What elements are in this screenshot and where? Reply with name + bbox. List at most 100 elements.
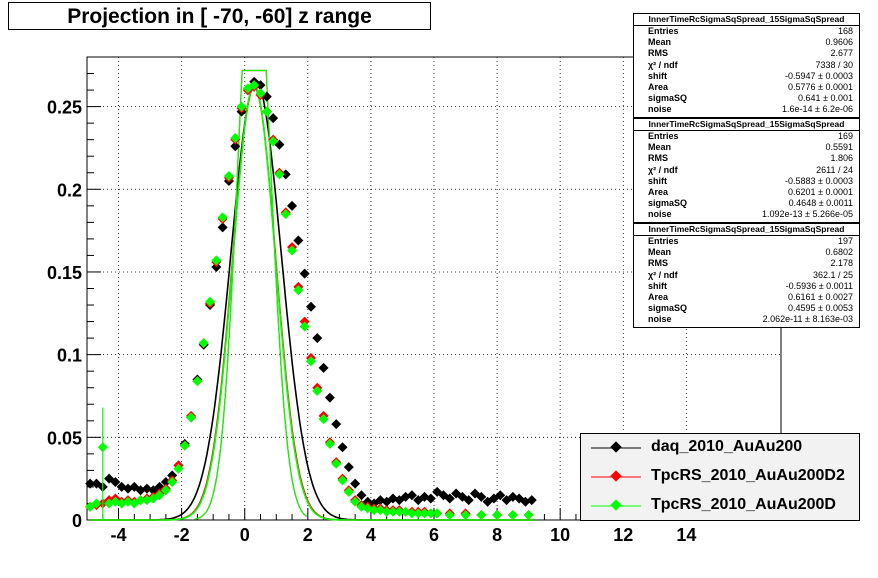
stats-row-mean: Mean 0.9606 [648,37,853,48]
stats-box-title: InnerTimeRcSigmaSqSpread_15SigmaSqSpread [634,119,859,131]
fit-curve-inner [194,69,307,520]
y-tick-label: 0.15 [47,263,82,283]
stats-row-area: Area 0.6161 ± 0.0027 [648,291,853,302]
data-point [312,386,323,397]
data-point [343,486,354,497]
data-point [173,463,184,474]
stats-row-shift: shift -0.5936 ± 0.0011 [648,280,853,291]
x-tick-label: 14 [676,525,696,545]
data-point [460,510,471,521]
data-point [293,285,304,296]
data-point [230,141,241,152]
data-point [331,458,342,469]
stats-row-chi2: χ² / ndf 2611 / 24 [648,164,853,175]
y-tick-label: 0.2 [57,180,82,200]
data-point [526,495,537,506]
x-tick-label: 4 [366,525,376,545]
data-point [249,80,260,91]
x-tick-label: -2 [174,525,190,545]
legend-label: TpcRS_2010_AuAu200D [651,496,836,513]
data-point [192,376,203,387]
data-point [507,510,518,521]
data-point [305,301,316,312]
data-point [324,392,335,403]
data-point [230,133,241,144]
stats-row-area: Area 0.6201 ± 0.0001 [648,186,853,197]
stats-row-entries: Entries 168 [648,26,853,36]
stats-box-title: InnerTimeRcSigmaSqSpread_15SigmaSqSpread [634,14,859,26]
stats-row-noise: noise 1.092e-13 ± 5.266e-05 [648,209,853,220]
data-point [299,321,310,332]
stats-row-noise: noise 1.6e-14 ± 6.2e-06 [648,104,853,115]
data-point [318,362,329,373]
stats-row-entries: Entries 169 [648,131,853,141]
data-point [318,414,329,425]
data-point [268,136,279,147]
legend-entry-daq: daq_2010_AuAu200 [581,434,859,462]
data-point [268,113,279,124]
stats-row-sigmasq: sigmaSQ 0.641 ± 0.001 [648,93,853,104]
stats-row-shift: shift -0.5883 ± 0.0003 [648,175,853,186]
data-point [406,490,417,501]
data-point [167,476,178,487]
data-point [337,442,348,453]
x-tick-label: 2 [303,525,313,545]
data-point [492,510,503,521]
legend-marker-tpcrs-d2 [591,470,641,482]
stats-row-sigmasq: sigmaSQ 0.4595 ± 0.0053 [648,303,853,314]
stats-row-chi2: χ² / ndf 7338 / 30 [648,59,853,70]
legend-entry-tpcrs-d2: TpcRS_2010_AuAu200D2 [581,463,859,491]
data-point [463,495,474,506]
x-tick-label: 6 [429,525,439,545]
data-point [413,508,424,519]
legend-marker-tpcrs-d [591,499,641,511]
data-point [261,106,272,117]
stats-row-sigmasq: sigmaSQ 0.4648 ± 0.0011 [648,198,853,209]
legend: daq_2010_AuAu200 TpcRS_2010_AuAu200D2 Tp… [580,433,860,521]
data-point [287,200,298,211]
stats-row-entries: Entries 197 [648,236,853,246]
data-point [135,495,146,506]
data-point [381,506,392,517]
data-point [337,475,348,486]
stats-box-title: InnerTimeRcSigmaSqSpread_15SigmaSqSpread [634,224,859,236]
data-point [356,490,367,501]
data-point [425,493,436,504]
legend-marker-daq [591,441,641,453]
data-point [274,169,285,180]
data-point [236,101,247,112]
data-point [205,296,216,307]
data-point [444,493,455,504]
data-point [394,506,405,517]
data-point [425,508,436,519]
y-tick-label: 0.25 [47,98,82,118]
data-point [91,498,102,509]
x-tick-label: 0 [240,525,250,545]
data-point [523,510,534,521]
data-point [154,490,165,501]
stats-row-mean: Mean 0.5591 [648,142,853,153]
data-point [179,440,190,451]
stats-row-chi2: χ² / ndf 362.1 / 25 [648,269,853,280]
data-point [432,508,443,519]
legend-label: TpcRS_2010_AuAu200D2 [651,467,845,484]
data-point [419,508,430,519]
data-point [476,491,487,502]
data-point [350,496,361,507]
data-point [331,419,342,430]
data-point [350,478,361,489]
stats-row-mean: Mean 0.6802 [648,247,853,258]
data-point [211,255,222,266]
data-point [160,485,171,496]
x-tick-label: 10 [550,525,570,545]
y-tick-label: 0.05 [47,428,82,448]
data-point [255,88,266,99]
data-point [305,356,316,367]
stats-row-shift: shift -0.5947 ± 0.0003 [648,70,853,81]
stats-row-noise: noise 2.062e-11 ± 8.163e-03 [648,314,853,325]
data-point [293,235,304,246]
stats-row-rms: RMS 2.178 [648,258,853,269]
data-point [312,333,323,344]
stats-box-1: InnerTimeRcSigmaSqSpread_15SigmaSqSpread… [633,13,860,118]
x-tick-label: 8 [492,525,502,545]
